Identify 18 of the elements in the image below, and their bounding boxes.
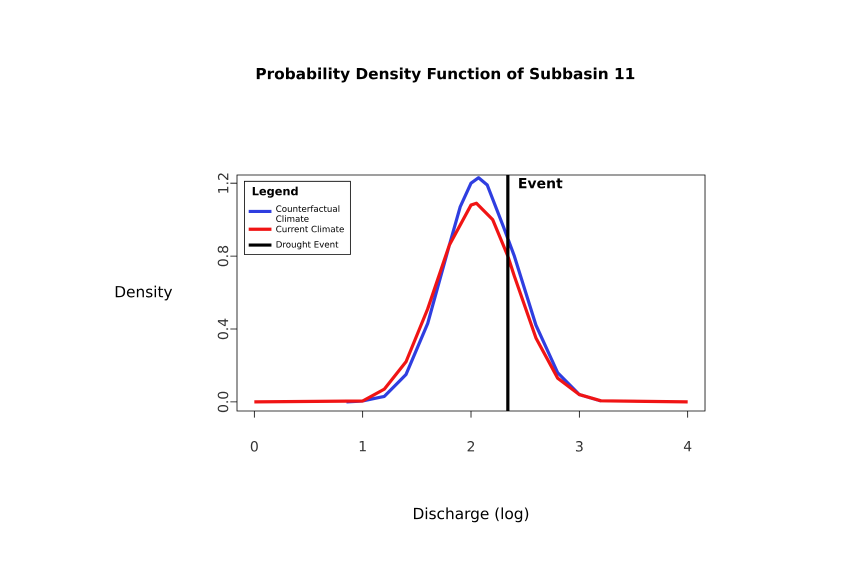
- legend-title: Legend: [252, 186, 298, 198]
- legend-label: Current Climate: [276, 226, 344, 232]
- y-tick-label: 0.8: [218, 246, 228, 266]
- chart-title: Probability Density Function of Subbasin 11: [256, 68, 634, 82]
- x-tick-label: 2: [468, 441, 474, 452]
- x-axis-title: Discharge (log): [414, 507, 528, 522]
- x-tick-label: 1: [360, 441, 366, 452]
- y-tick-label: 0.4: [218, 318, 228, 340]
- y-tick-label: 0.0: [218, 392, 228, 412]
- legend-label: Drought Event: [276, 240, 338, 250]
- legend-label: Counterfactual Climate: [276, 205, 340, 222]
- y-axis-title: Density: [116, 286, 172, 300]
- line-series: [252, 202, 690, 404]
- y-tick-label: 1.2: [218, 173, 228, 193]
- x-tick-label: 3: [576, 441, 583, 452]
- x-tick-label: 0: [250, 441, 258, 452]
- x-tick-label: 4: [684, 441, 692, 452]
- annotation: Event: [519, 178, 562, 188]
